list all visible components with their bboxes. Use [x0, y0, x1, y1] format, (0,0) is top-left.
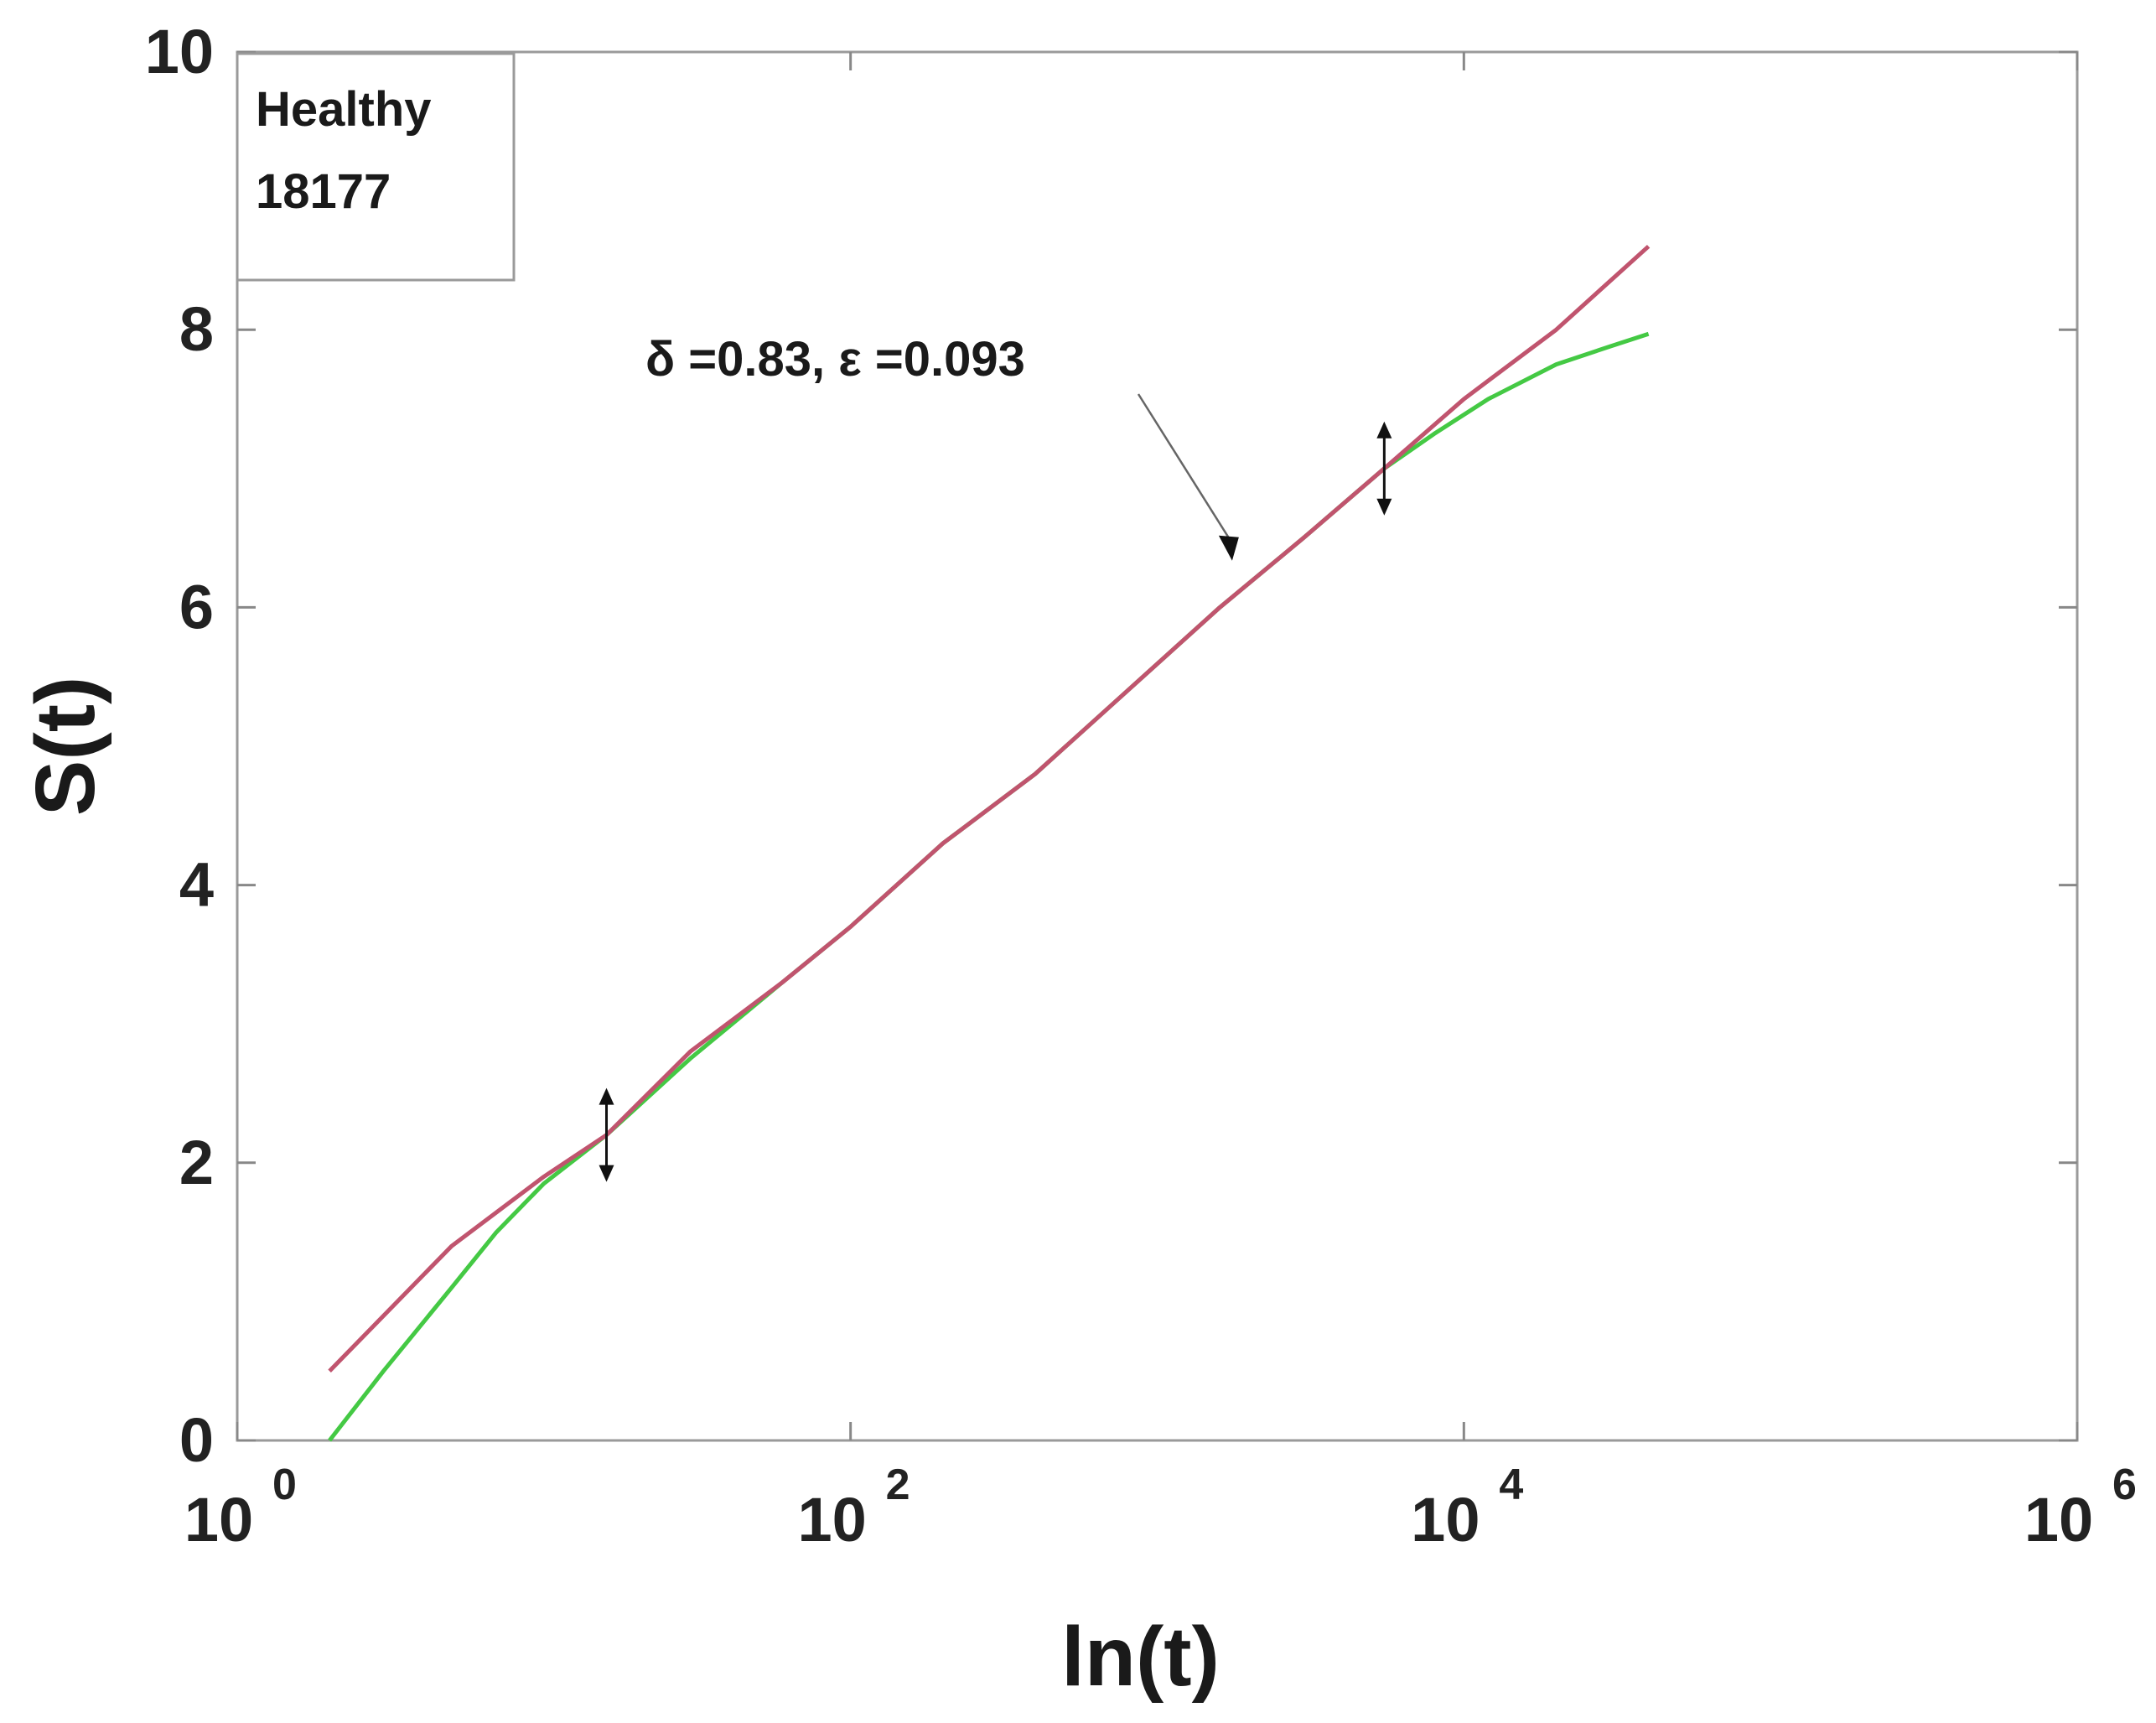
x-tick-label: 10	[1411, 1485, 1480, 1554]
x-tick-label: 10	[184, 1485, 253, 1554]
annotation-leader-line	[1137, 393, 1231, 542]
y-tick-label: 0	[179, 1405, 214, 1475]
legend: Healthy 18177	[236, 52, 516, 282]
legend-line-1: Healthy	[256, 82, 432, 137]
double-arrow-marker	[599, 1087, 614, 1182]
legend-box	[236, 52, 516, 282]
fit-annotation: δ =0.83, ε =0.093	[645, 332, 1239, 561]
y-tick-label: 4	[179, 850, 214, 920]
arrow-head-up	[599, 1087, 614, 1105]
plot-area-border	[236, 50, 2079, 1442]
legend-line-2: 18177	[256, 164, 391, 219]
axis-titles: ln(t) S(t)	[18, 677, 1220, 1704]
y-tick-label: 8	[179, 294, 214, 364]
annotation-arrow-head	[1218, 535, 1239, 561]
x-tick-exponent: 4	[1499, 1461, 1523, 1509]
y-tick-label: 10	[145, 17, 214, 86]
series-line	[328, 244, 1651, 1373]
series-layer	[328, 244, 1651, 1442]
x-axis-title: ln(t)	[1061, 1610, 1220, 1704]
double-arrow-marker	[1376, 421, 1392, 516]
fit-range-markers	[599, 421, 1392, 1182]
plot-frame	[236, 50, 2079, 1442]
x-tick-exponent: 2	[886, 1461, 910, 1509]
x-tick-label: 10	[798, 1485, 867, 1554]
x-tick-exponent: 6	[2112, 1461, 2137, 1509]
y-axis-title: S(t)	[18, 677, 112, 817]
axis-ticks: 0 2 4 6 8 10 10 0 10 2 10 4 10 6	[145, 17, 2137, 1554]
arrow-head-up	[1376, 421, 1392, 439]
y-tick-label: 6	[179, 572, 214, 641]
y-tick-label: 2	[179, 1128, 214, 1197]
arrow-head-down	[599, 1165, 614, 1182]
arrow-head-down	[1376, 498, 1392, 516]
x-tick-label: 10	[2024, 1485, 2093, 1554]
annotation-text: δ =0.83, ε =0.093	[645, 332, 1025, 387]
x-tick-exponent: 0	[272, 1461, 297, 1509]
